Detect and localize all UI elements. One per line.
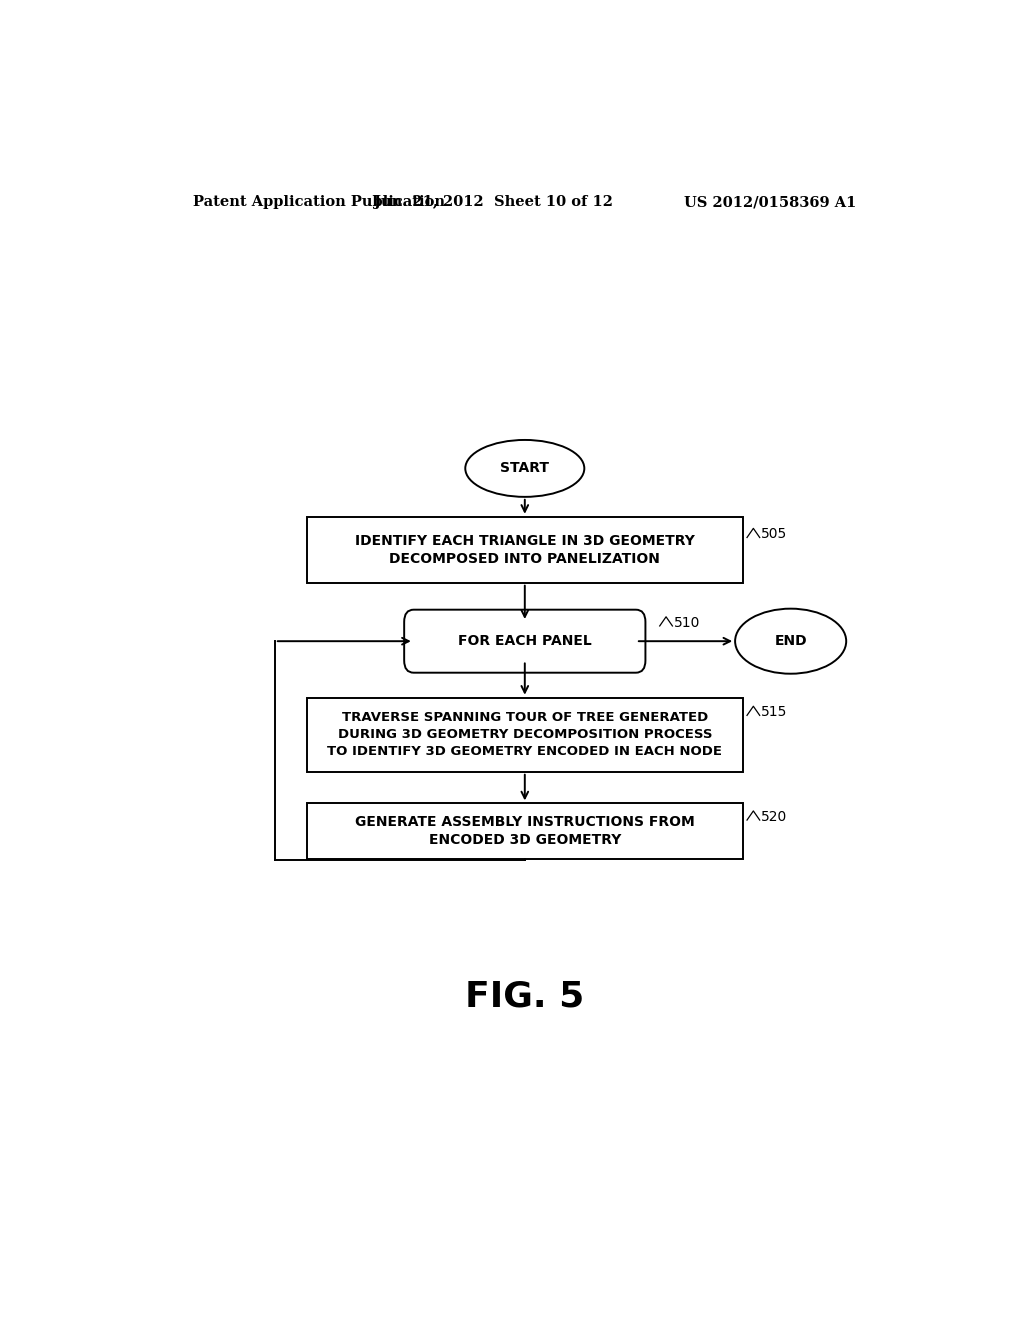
Text: US 2012/0158369 A1: US 2012/0158369 A1 [684, 195, 856, 209]
Text: 515: 515 [761, 705, 787, 719]
Text: Jun. 21, 2012  Sheet 10 of 12: Jun. 21, 2012 Sheet 10 of 12 [374, 195, 612, 209]
Text: END: END [774, 634, 807, 648]
Text: FIG. 5: FIG. 5 [465, 979, 585, 1014]
Text: Patent Application Publication: Patent Application Publication [194, 195, 445, 209]
Text: TRAVERSE SPANNING TOUR OF TREE GENERATED
DURING 3D GEOMETRY DECOMPOSITION PROCES: TRAVERSE SPANNING TOUR OF TREE GENERATED… [328, 711, 722, 758]
Text: 520: 520 [761, 810, 787, 824]
Text: 510: 510 [674, 616, 700, 630]
Text: START: START [501, 462, 549, 475]
Text: 505: 505 [761, 528, 787, 541]
Text: GENERATE ASSEMBLY INSTRUCTIONS FROM
ENCODED 3D GEOMETRY: GENERATE ASSEMBLY INSTRUCTIONS FROM ENCO… [355, 814, 694, 847]
Text: IDENTIFY EACH TRIANGLE IN 3D GEOMETRY
DECOMPOSED INTO PANELIZATION: IDENTIFY EACH TRIANGLE IN 3D GEOMETRY DE… [355, 533, 694, 566]
Text: FOR EACH PANEL: FOR EACH PANEL [458, 634, 592, 648]
